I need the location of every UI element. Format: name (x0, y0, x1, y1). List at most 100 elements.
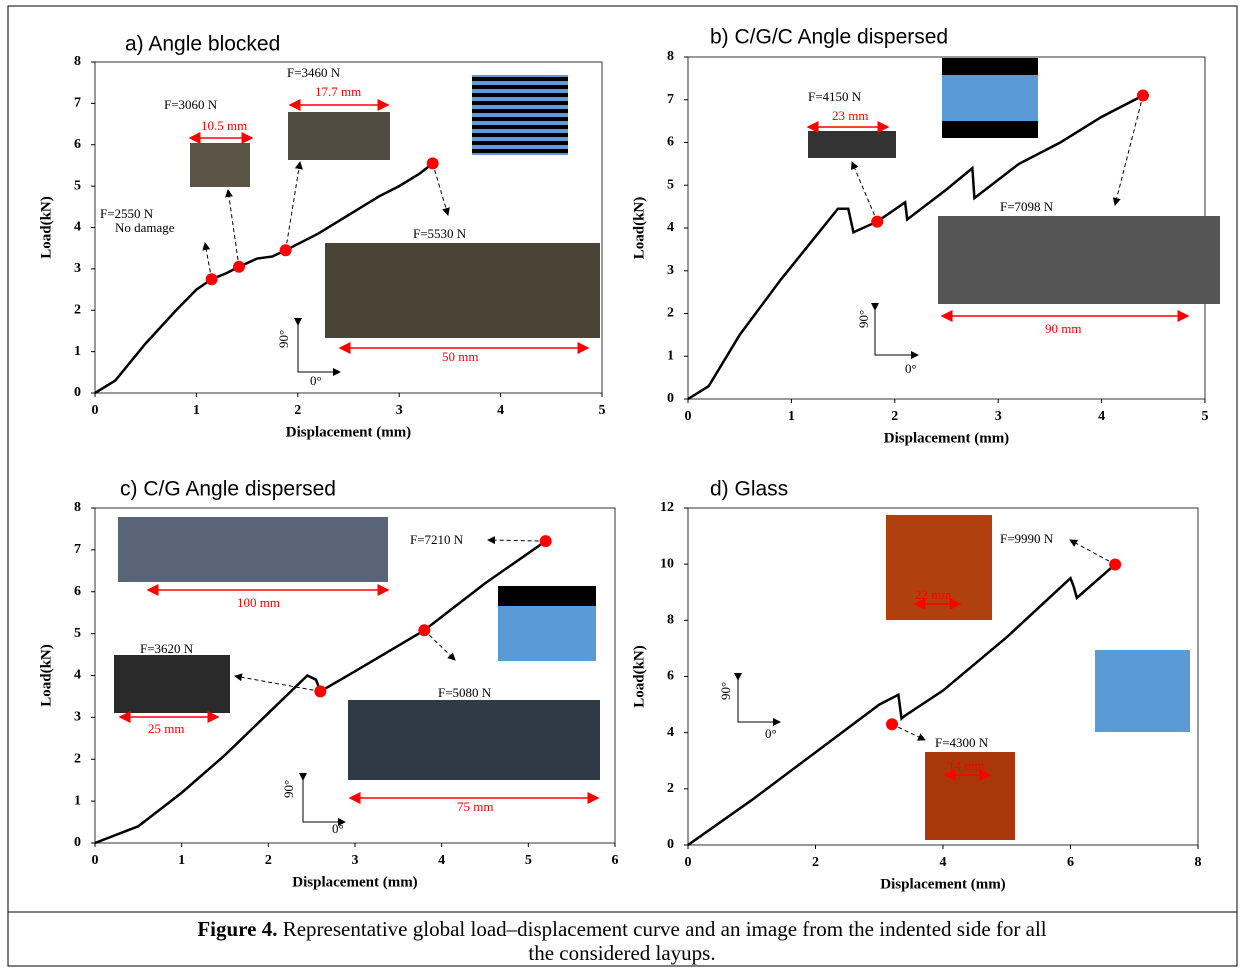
annotation: F=4300 N (935, 735, 989, 750)
caption-text: the considered layups. (528, 941, 715, 965)
y-tick-label: 4 (74, 220, 81, 235)
layup-stripe (472, 149, 568, 153)
y-tick-label: 3 (74, 261, 81, 276)
y-tick-label: 0 (74, 385, 81, 400)
annotation: F=5530 N (413, 226, 467, 241)
specimen-image (288, 112, 390, 160)
annotation: F=5080 N (438, 685, 492, 700)
x-tick-label: 3 (995, 409, 1002, 424)
annotation: 90° (718, 682, 733, 700)
caption-label: Figure 4. (197, 917, 277, 941)
x-axis-label: Displacement (mm) (292, 874, 417, 890)
caption-line: Figure 4. Representative global load–dis… (197, 917, 1046, 941)
layup-icon (1095, 650, 1190, 732)
orientation-axes (738, 680, 780, 722)
x-tick-label: 0 (685, 409, 692, 424)
specimen-image (325, 243, 600, 338)
x-tick-label: 5 (1202, 409, 1209, 424)
measurement-point (418, 624, 430, 636)
specimen-image (190, 143, 250, 187)
x-tick-label: 0 (92, 403, 99, 418)
measurement-point (233, 261, 245, 273)
y-tick-label: 7 (74, 96, 81, 111)
y-tick-label: 8 (667, 49, 674, 64)
y-tick-label: 2 (667, 781, 674, 796)
measurement-point (886, 718, 898, 730)
callout-arrow (424, 630, 455, 660)
layup-stripe (472, 77, 568, 81)
callout-arrow (1070, 540, 1115, 564)
orientation-axes (303, 780, 345, 822)
callout-arrow (228, 190, 239, 267)
y-tick-label: 7 (74, 542, 81, 557)
x-tick-label: 0 (685, 855, 692, 870)
layup-stripe (472, 85, 568, 89)
y-tick-label: 5 (74, 626, 81, 641)
layup-stripe (942, 121, 1038, 138)
x-tick-label: 6 (612, 853, 619, 868)
y-tick-label: 2 (74, 751, 81, 766)
y-tick-label: 12 (660, 500, 674, 515)
x-tick-label: 4 (497, 403, 504, 418)
annotation: F=7210 N (410, 532, 464, 547)
y-tick-label: 4 (667, 725, 674, 740)
annotation: 90° (281, 780, 296, 798)
x-tick-label: 5 (525, 853, 532, 868)
caption-text: Representative global load–displacement … (277, 917, 1046, 941)
y-tick-label: 8 (74, 500, 81, 515)
y-tick-label: 3 (667, 263, 674, 278)
y-tick-label: 1 (667, 348, 674, 363)
y-tick-label: 6 (74, 584, 81, 599)
layup-stripe (942, 58, 1038, 75)
layup-stripe (472, 133, 568, 137)
annotation: F=3620 N (140, 641, 194, 656)
x-tick-label: 3 (396, 403, 403, 418)
y-tick-label: 0 (667, 391, 674, 406)
annotation: 25 mm (148, 721, 184, 736)
y-axis-label: Load(kN) (38, 196, 54, 259)
x-tick-label: 1 (178, 853, 185, 868)
annotation: F=9990 N (1000, 531, 1054, 546)
callout-arrow (286, 162, 300, 250)
layup-stripe (498, 586, 596, 606)
annotation: 23 mm (832, 108, 868, 123)
annotation: F=2550 N (100, 206, 154, 221)
x-tick-label: 6 (1067, 855, 1074, 870)
layup-stripe (472, 109, 568, 113)
annotation: F=7098 N (1000, 199, 1054, 214)
layup-stripe (472, 117, 568, 121)
measurement-point (1109, 558, 1121, 570)
x-tick-label: 1 (193, 403, 200, 418)
callout-arrow (488, 540, 546, 541)
measurement-point (540, 535, 552, 547)
specimen-image (114, 655, 230, 713)
x-tick-label: 2 (294, 403, 301, 418)
y-axis-label: Load(kN) (631, 645, 647, 708)
annotation: 22 mm (915, 587, 951, 602)
measurement-point (314, 685, 326, 697)
annotation: 100 mm (237, 595, 280, 610)
chart-title: d) Glass (710, 478, 788, 501)
layup-stripe (472, 125, 568, 129)
measurement-point (1137, 89, 1149, 101)
y-tick-label: 6 (667, 135, 674, 150)
annotation: 0° (905, 361, 917, 376)
measurement-point (206, 273, 218, 285)
specimen-image (808, 131, 896, 158)
y-tick-label: 7 (667, 92, 674, 107)
y-tick-label: 6 (74, 137, 81, 152)
annotation: F=3060 N (164, 97, 218, 112)
annotation: 14 mm (948, 758, 984, 773)
y-tick-label: 1 (74, 793, 81, 808)
orientation-axes (875, 310, 918, 355)
x-tick-label: 3 (352, 853, 359, 868)
callout-arrow (235, 676, 320, 691)
y-tick-label: 8 (74, 54, 81, 69)
annotation: 90 mm (1045, 321, 1081, 336)
y-tick-label: 2 (667, 306, 674, 321)
x-tick-label: 8 (1195, 855, 1202, 870)
y-tick-label: 0 (667, 837, 674, 852)
measurement-point (427, 157, 439, 169)
annotation: 0° (765, 726, 777, 741)
y-tick-label: 2 (74, 302, 81, 317)
